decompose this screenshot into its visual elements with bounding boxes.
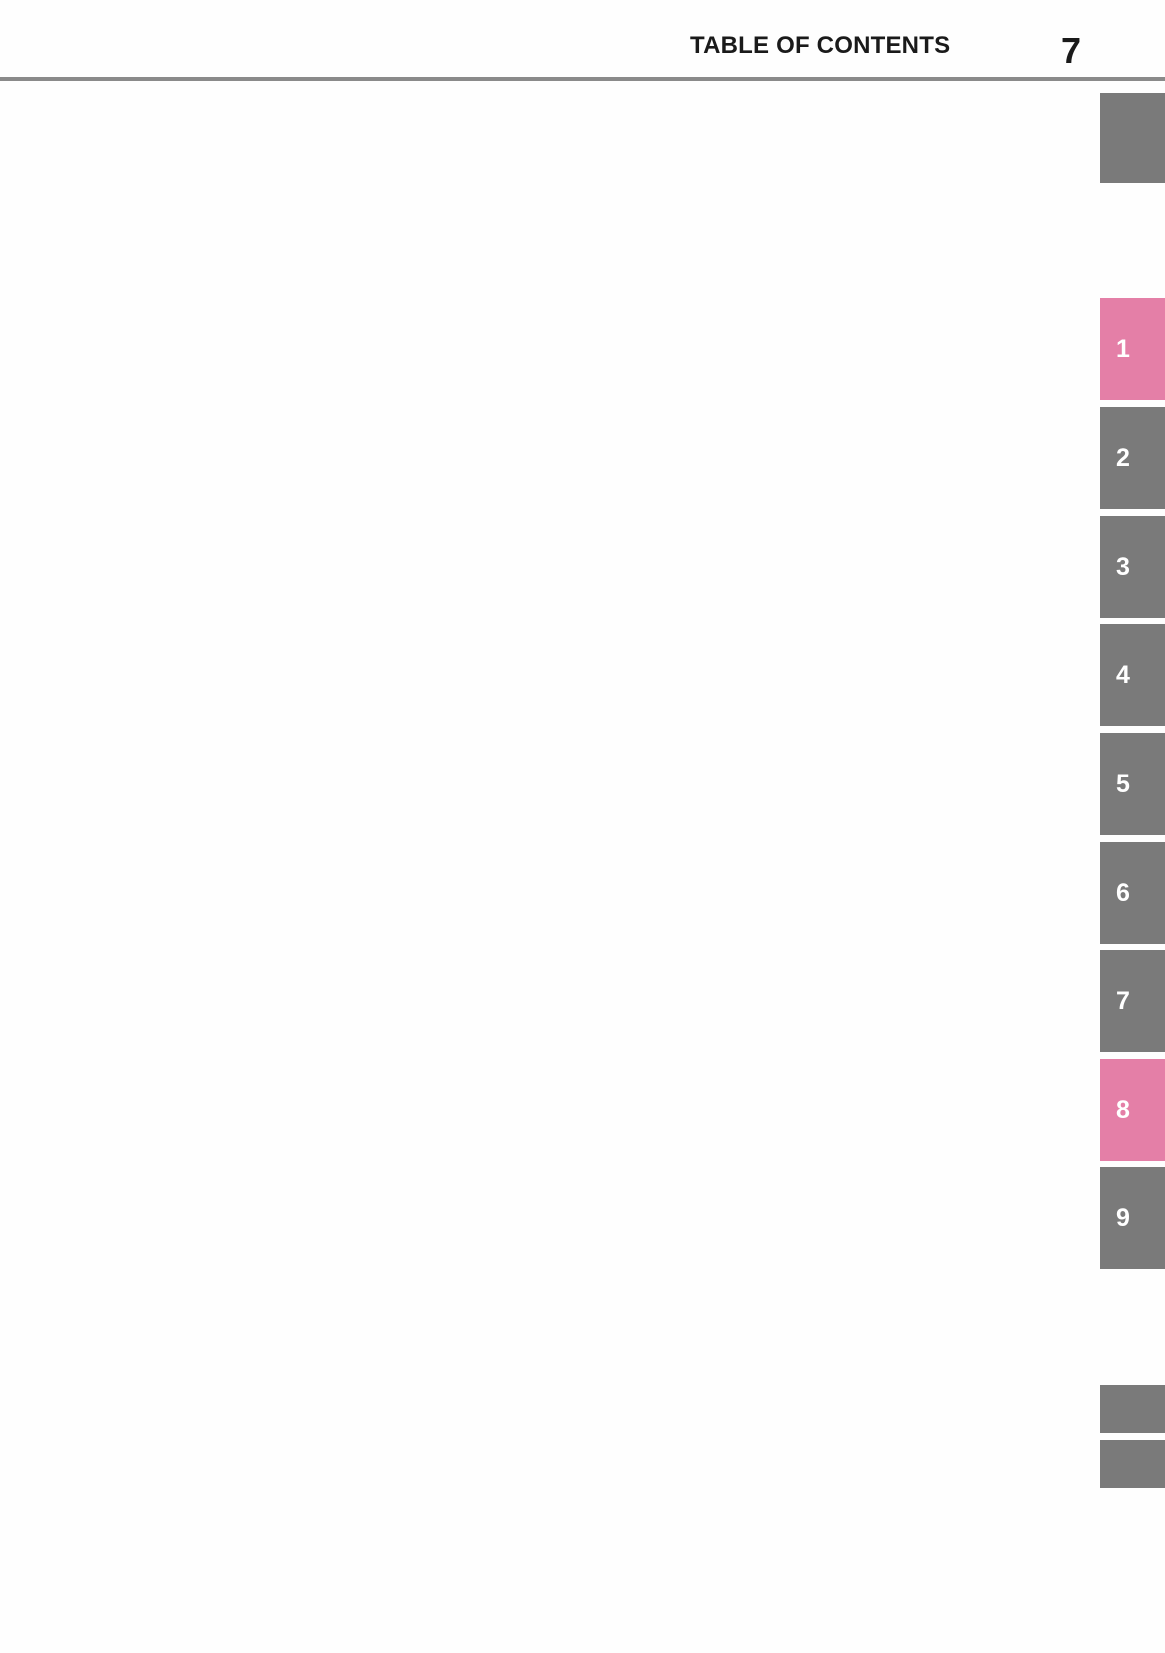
section-tab-1[interactable]: 1 [1100,298,1165,400]
page-number: 7 [1061,30,1082,71]
section-tab-8[interactable]: 8 [1100,1059,1165,1161]
section-tab-blank[interactable] [1100,93,1165,183]
section-tab-7[interactable]: 7 [1100,950,1165,1052]
section-tab-label: 2 [1116,443,1130,472]
section-tab-label: 3 [1116,552,1130,581]
section-tab-label: 1 [1116,334,1130,363]
section-tab-label: 6 [1116,878,1130,907]
page-title: TABLE OF CONTENTS [690,32,951,59]
section-tab-label: 5 [1116,769,1130,798]
section-tab-9[interactable]: 9 [1100,1167,1165,1269]
section-tab-blank[interactable] [1100,1385,1165,1433]
section-tab-6[interactable]: 6 [1100,842,1165,944]
section-tab-label: 4 [1116,660,1130,689]
section-tab-4[interactable]: 4 [1100,624,1165,726]
section-tab-5[interactable]: 5 [1100,733,1165,835]
section-tab-label: 8 [1116,1095,1130,1124]
header-divider [0,77,1165,81]
section-tab-label: 9 [1116,1203,1130,1232]
section-tab-2[interactable]: 2 [1100,407,1165,509]
section-tab-3[interactable]: 3 [1100,516,1165,618]
section-tab-label: 7 [1116,986,1130,1015]
section-tab-blank[interactable] [1100,1440,1165,1488]
